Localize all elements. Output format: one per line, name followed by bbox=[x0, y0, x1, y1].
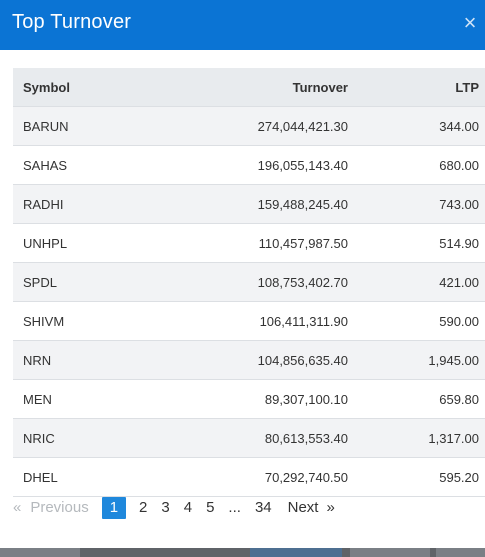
cell-symbol: SAHAS bbox=[13, 145, 173, 185]
page-button-34[interactable]: 34 bbox=[254, 499, 272, 516]
cell-symbol: SHIVM bbox=[13, 301, 173, 341]
cell-ltp: 344.00 bbox=[348, 106, 485, 146]
column-header-turnover[interactable]: Turnover bbox=[173, 68, 348, 107]
next-arrow-icon[interactable]: » bbox=[326, 499, 335, 516]
table-row[interactable]: SAHAS 196,055,143.40 680.00 bbox=[13, 145, 485, 185]
modal-header: Top Turnover × bbox=[0, 0, 485, 50]
cell-ltp: 743.00 bbox=[348, 184, 485, 224]
cell-turnover: 108,753,402.70 bbox=[173, 262, 348, 302]
cell-symbol: RADHI bbox=[13, 184, 173, 224]
background-segment bbox=[350, 548, 430, 557]
table-row[interactable]: SHIVM 106,411,311.90 590.00 bbox=[13, 301, 485, 341]
previous-button: Previous bbox=[30, 499, 89, 516]
pagination-ellipsis: ... bbox=[228, 499, 241, 516]
cell-symbol: BARUN bbox=[13, 106, 173, 146]
pagination: « Previous 1 2 3 4 5 ... 34 Next » bbox=[13, 497, 335, 519]
cell-symbol: SPDL bbox=[13, 262, 173, 302]
table-row[interactable]: UNHPL 110,457,987.50 514.90 bbox=[13, 223, 485, 263]
modal-title: Top Turnover bbox=[12, 11, 132, 33]
cell-ltp: 421.00 bbox=[348, 262, 485, 302]
turnover-table: Symbol Turnover LTP BARUN 274,044,421.30… bbox=[13, 68, 485, 497]
cell-turnover: 80,613,553.40 bbox=[173, 418, 348, 458]
table-row[interactable]: NRIC 80,613,553.40 1,317.00 bbox=[13, 418, 485, 458]
background-segment bbox=[436, 548, 485, 557]
page-button-3[interactable]: 3 bbox=[161, 499, 170, 516]
cell-turnover: 110,457,987.50 bbox=[173, 223, 348, 263]
cell-turnover: 159,488,245.40 bbox=[173, 184, 348, 224]
cell-turnover: 104,856,635.40 bbox=[173, 340, 348, 380]
cell-ltp: 514.90 bbox=[348, 223, 485, 263]
table-row[interactable]: DHEL 70,292,740.50 595.20 bbox=[13, 457, 485, 497]
cell-turnover: 274,044,421.30 bbox=[173, 106, 348, 146]
background-page-strip bbox=[0, 548, 485, 557]
page-button-2[interactable]: 2 bbox=[139, 499, 148, 516]
cell-turnover: 106,411,311.90 bbox=[173, 301, 348, 341]
cell-ltp: 590.00 bbox=[348, 301, 485, 341]
page-button-4[interactable]: 4 bbox=[183, 499, 193, 516]
turnover-table-container: Symbol Turnover LTP BARUN 274,044,421.30… bbox=[13, 68, 485, 497]
background-segment bbox=[250, 548, 342, 557]
cell-ltp: 1,945.00 bbox=[348, 340, 485, 380]
page-button-1[interactable]: 1 bbox=[101, 497, 127, 519]
cell-symbol: MEN bbox=[13, 379, 173, 419]
cell-symbol: DHEL bbox=[13, 457, 173, 497]
cell-symbol: NRN bbox=[13, 340, 173, 380]
cell-ltp: 680.00 bbox=[348, 145, 485, 185]
cell-symbol: UNHPL bbox=[13, 223, 173, 263]
cell-turnover: 89,307,100.10 bbox=[173, 379, 348, 419]
close-icon[interactable]: × bbox=[463, 10, 477, 35]
column-header-symbol[interactable]: Symbol bbox=[13, 68, 173, 107]
table-row[interactable]: MEN 89,307,100.10 659.80 bbox=[13, 379, 485, 419]
background-segment bbox=[0, 548, 80, 557]
cell-ltp: 595.20 bbox=[348, 457, 485, 497]
cell-turnover: 196,055,143.40 bbox=[173, 145, 348, 185]
table-header-row: Symbol Turnover LTP bbox=[13, 68, 485, 107]
table-row[interactable]: NRN 104,856,635.40 1,945.00 bbox=[13, 340, 485, 380]
cell-symbol: NRIC bbox=[13, 418, 173, 458]
page-button-5[interactable]: 5 bbox=[206, 499, 215, 516]
table-row[interactable]: SPDL 108,753,402.70 421.00 bbox=[13, 262, 485, 302]
cell-ltp: 1,317.00 bbox=[348, 418, 485, 458]
prev-arrow-icon: « bbox=[13, 499, 22, 516]
table-row[interactable]: RADHI 159,488,245.40 743.00 bbox=[13, 184, 485, 224]
column-header-ltp[interactable]: LTP bbox=[348, 68, 485, 107]
cell-turnover: 70,292,740.50 bbox=[173, 457, 348, 497]
table-row[interactable]: BARUN 274,044,421.30 344.00 bbox=[13, 106, 485, 146]
cell-ltp: 659.80 bbox=[348, 379, 485, 419]
next-button[interactable]: Next bbox=[287, 499, 319, 516]
